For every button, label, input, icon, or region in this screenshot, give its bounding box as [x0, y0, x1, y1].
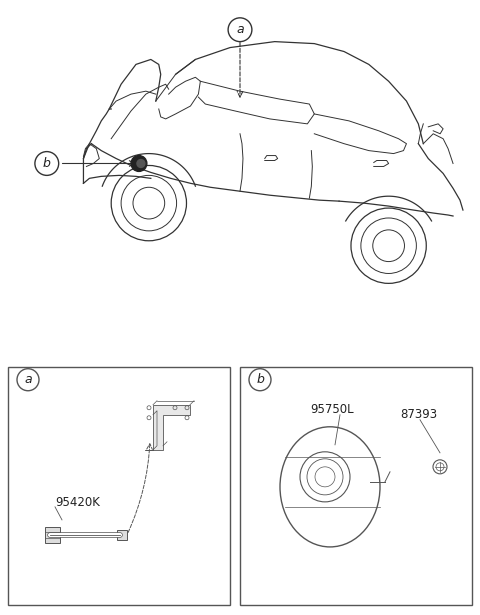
Polygon shape — [145, 405, 190, 450]
Text: a: a — [236, 23, 244, 36]
Circle shape — [131, 156, 147, 172]
Text: 95750L: 95750L — [310, 403, 354, 416]
Text: 87393: 87393 — [400, 408, 437, 421]
Text: 95420K: 95420K — [55, 496, 100, 509]
Circle shape — [137, 159, 145, 167]
Text: a: a — [24, 373, 32, 386]
FancyBboxPatch shape — [240, 367, 472, 605]
Text: b: b — [43, 157, 51, 170]
FancyBboxPatch shape — [117, 530, 127, 540]
FancyBboxPatch shape — [45, 527, 60, 543]
Text: b: b — [256, 373, 264, 386]
FancyBboxPatch shape — [8, 367, 230, 605]
